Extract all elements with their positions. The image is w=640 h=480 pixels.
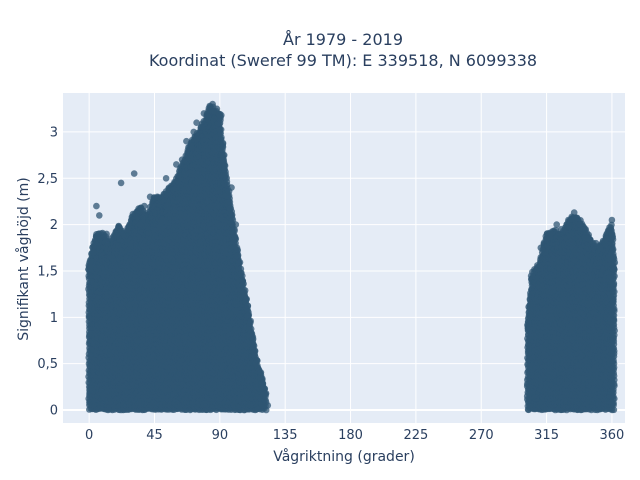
scatter-points	[85, 100, 619, 414]
chart-title-line2: Koordinat (Sweref 99 TM): E 339518, N 60…	[149, 51, 537, 70]
chart-title-line1: År 1979 - 2019	[283, 30, 403, 49]
